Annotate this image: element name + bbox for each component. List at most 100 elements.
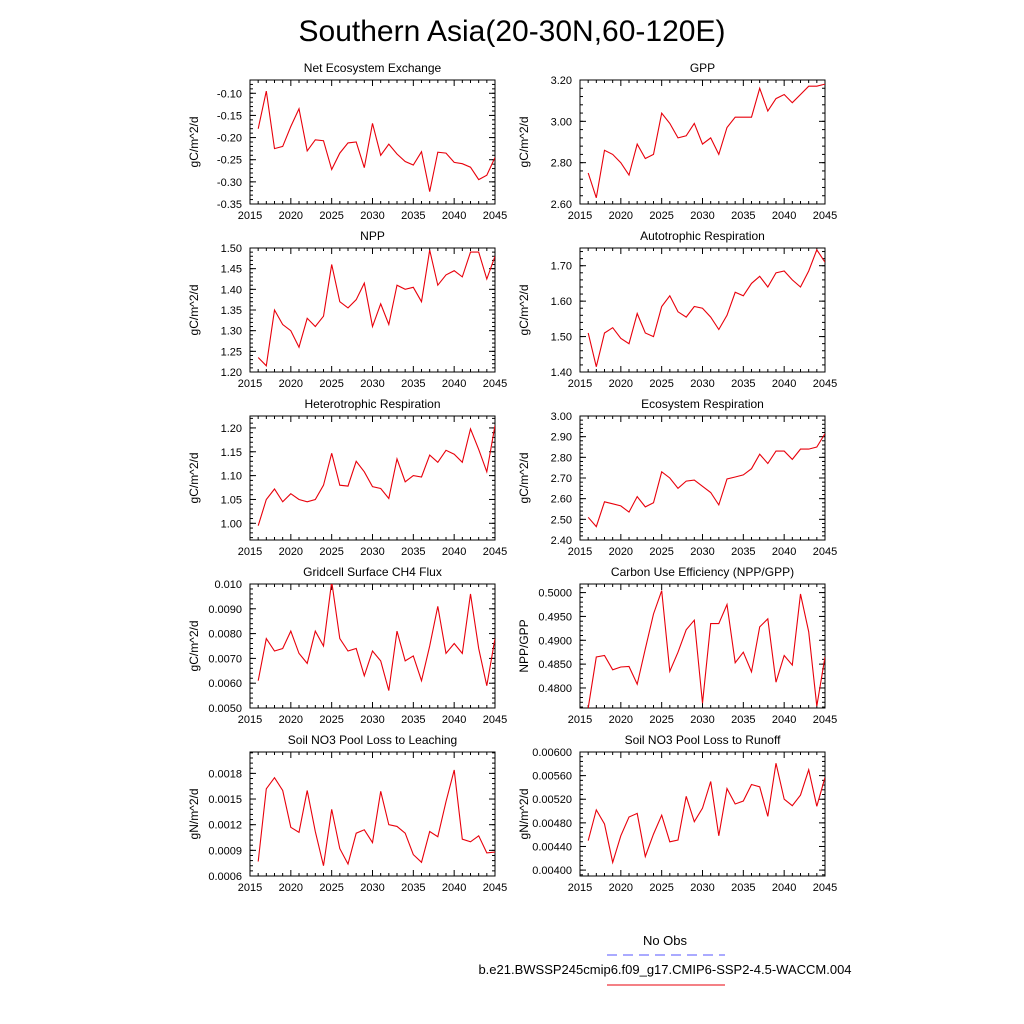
x-tick-label: 2040 [442,210,466,222]
panel-title: Gridcell Surface CH4 Flux [303,565,442,579]
y-axis-label: gC/m^2/d [187,285,201,336]
y-tick-label: -0.30 [217,177,242,189]
legend-obs-label: No Obs [643,933,688,948]
y-tick-label: 1.00 [221,518,242,530]
panel-title: NPP [360,229,385,243]
y-tick-label: 1.05 [221,494,242,506]
y-tick-label: 1.70 [551,261,572,273]
x-tick-label: 2045 [483,714,507,726]
y-tick-label: 1.20 [221,423,242,435]
x-tick-label: 2040 [772,882,796,894]
x-tick-label: 2040 [442,882,466,894]
y-axis-label: gC/m^2/d [517,453,531,504]
panel-title: Soil NO3 Pool Loss to Leaching [288,733,457,747]
x-tick-label: 2035 [731,714,755,726]
y-tick-label: -0.25 [217,155,242,167]
chart-panel: Carbon Use Efficiency (NPP/GPP) NPP/GPP 20… [517,565,837,726]
x-tick-label: 2020 [279,378,303,390]
x-tick-label: 2030 [690,546,714,558]
panel-title: Autotrophic Respiration [640,229,765,243]
series-line [587,248,825,367]
chart-panel: Heterotrophic Respiration gC/m^2/d 2015 202… [187,397,507,558]
y-tick-label: 0.00480 [532,818,572,830]
y-tick-label: 0.0090 [208,604,242,616]
y-tick-label: 1.60 [551,296,572,308]
x-tick-label: 2020 [609,210,633,222]
panel-title: Ecosystem Respiration [641,397,764,411]
chart-panel: Gridcell Surface CH4 Flux gC/m^2/d 2015 202… [187,565,507,726]
x-tick-label: 2015 [238,210,262,222]
x-tick-label: 2015 [238,714,262,726]
x-tick-label: 2030 [360,546,384,558]
chart-panel: GPP gC/m^2/d 2015 2020 2025 2030 2035 2040 2045 2… [517,61,837,222]
x-tick-label: 2025 [649,210,673,222]
x-tick-label: 2035 [731,210,755,222]
y-tick-label: 0.5000 [538,588,572,600]
x-tick-label: 2025 [649,714,673,726]
x-tick-label: 2015 [568,882,592,894]
x-tick-label: 2040 [442,546,466,558]
y-tick-label: -0.35 [217,199,242,211]
y-tick-label: 0.4800 [538,683,572,695]
chart-panel: Soil NO3 Pool Loss to Leaching gN/m^2/d 20… [187,733,507,894]
x-tick-label: 2020 [279,714,303,726]
x-tick-label: 2035 [401,546,425,558]
x-tick-label: 2030 [360,882,384,894]
y-axis-label: gC/m^2/d [187,453,201,504]
y-tick-label: 1.25 [221,346,242,358]
legend-model-label: b.e21.BWSSP245cmip6.f09_g17.CMIP6-SSP2-4… [478,962,851,977]
x-tick-label: 2015 [238,378,262,390]
y-tick-label: 0.0015 [208,794,242,806]
x-tick-label: 2025 [319,378,343,390]
panel-title: Carbon Use Efficiency (NPP/GPP) [611,565,794,579]
y-tick-label: 0.0050 [208,703,242,715]
y-tick-label: 2.90 [551,432,572,444]
x-tick-label: 2020 [609,882,633,894]
y-tick-label: 2.60 [551,494,572,506]
series-line [587,433,825,528]
y-tick-label: 1.35 [221,305,242,317]
x-tick-label: 2030 [690,378,714,390]
y-tick-label: 0.0060 [208,678,242,690]
x-tick-label: 2020 [609,378,633,390]
y-tick-label: 1.40 [551,367,572,379]
x-tick-label: 2020 [279,210,303,222]
y-tick-label: 0.0080 [208,629,242,641]
x-tick-label: 2015 [568,714,592,726]
x-tick-label: 2025 [649,546,673,558]
series-line [257,90,495,192]
x-tick-label: 2035 [401,210,425,222]
x-tick-label: 2040 [772,546,796,558]
x-tick-label: 2035 [401,714,425,726]
chart-panel: Autotrophic Respiration gC/m^2/d 2015 2020 2… [517,229,837,390]
y-tick-label: 2.40 [551,535,572,547]
x-tick-label: 2030 [360,378,384,390]
x-tick-label: 2045 [483,210,507,222]
panel-title: Net Ecosystem Exchange [304,61,442,75]
y-tick-label: 1.10 [221,471,242,483]
x-tick-label: 2020 [609,714,633,726]
y-tick-label: -0.20 [217,133,242,145]
legend: No Obs b.e21.BWSSP245cmip6.f09_g17.CMIP6… [478,933,852,986]
figure-title: Southern Asia(20-30N,60-120E) [299,15,726,48]
y-tick-label: 0.0012 [208,820,242,832]
y-tick-label: 1.50 [221,243,242,255]
x-tick-label: 2035 [401,378,425,390]
panel-title: Soil NO3 Pool Loss to Runoff [625,733,782,747]
x-tick-label: 2040 [772,210,796,222]
y-tick-label: 3.00 [551,411,572,423]
y-tick-label: 1.45 [221,264,242,276]
chart-panel: Net Ecosystem Exchange gC/m^2/d 2015 2020 20… [187,61,507,222]
y-tick-label: 0.00440 [532,841,572,853]
x-tick-label: 2030 [690,210,714,222]
panel-title: Heterotrophic Respiration [304,397,440,411]
x-tick-label: 2020 [609,546,633,558]
y-tick-label: 2.60 [551,199,572,211]
x-tick-label: 2040 [772,378,796,390]
y-tick-label: 0.4950 [538,611,572,623]
x-tick-label: 2030 [690,714,714,726]
x-tick-label: 2015 [568,378,592,390]
y-tick-label: -0.10 [217,88,242,100]
